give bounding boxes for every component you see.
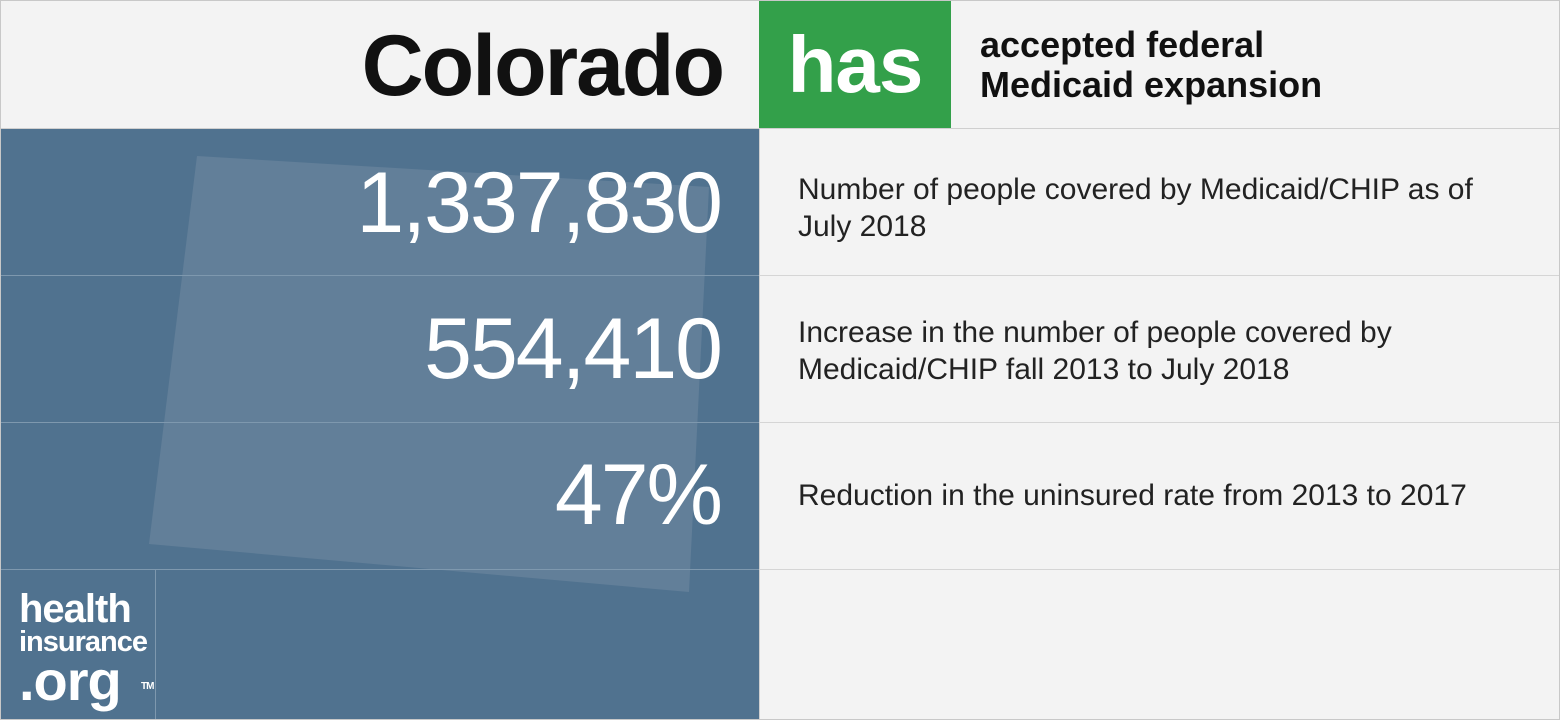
row-divider bbox=[1, 275, 759, 276]
row-divider bbox=[1, 569, 759, 570]
row-divider bbox=[759, 422, 1559, 423]
stats-description-panel bbox=[759, 129, 1559, 719]
stat-description-uninsured-reduction: Reduction in the uninsured rate from 201… bbox=[798, 479, 1467, 512]
logo-line-org: .org TM bbox=[19, 653, 154, 709]
expansion-status-description: accepted federal Medicaid expansion bbox=[980, 24, 1323, 105]
stats-value-panel bbox=[1, 129, 759, 719]
logo-divider bbox=[155, 569, 156, 719]
logo-line-health: health bbox=[19, 587, 132, 631]
row-divider bbox=[759, 569, 1559, 570]
stat-value-covered: 1,337,830 bbox=[356, 155, 723, 251]
expansion-status-badge: has bbox=[759, 1, 951, 128]
colorado-state-shape bbox=[149, 156, 709, 592]
logo-trademark: TM bbox=[141, 681, 154, 692]
logo-org-text: .org bbox=[19, 649, 122, 712]
row-divider bbox=[1, 422, 759, 423]
stat-value-increase: 554,410 bbox=[424, 301, 723, 397]
row-divider bbox=[759, 275, 1559, 276]
healthinsurance-org-logo: health insurance .org TM bbox=[19, 587, 154, 709]
logo-line-insurance: insurance bbox=[19, 626, 148, 658]
header: Colorado has accepted federal Medicaid e… bbox=[1, 1, 1559, 129]
stat-description-increase: Increase in the number of people covered… bbox=[798, 316, 1392, 386]
state-name: Colorado bbox=[361, 18, 725, 114]
stat-description-covered: Number of people covered by Medicaid/CHI… bbox=[798, 173, 1473, 243]
stat-value-uninsured-reduction: 47% bbox=[554, 447, 723, 543]
